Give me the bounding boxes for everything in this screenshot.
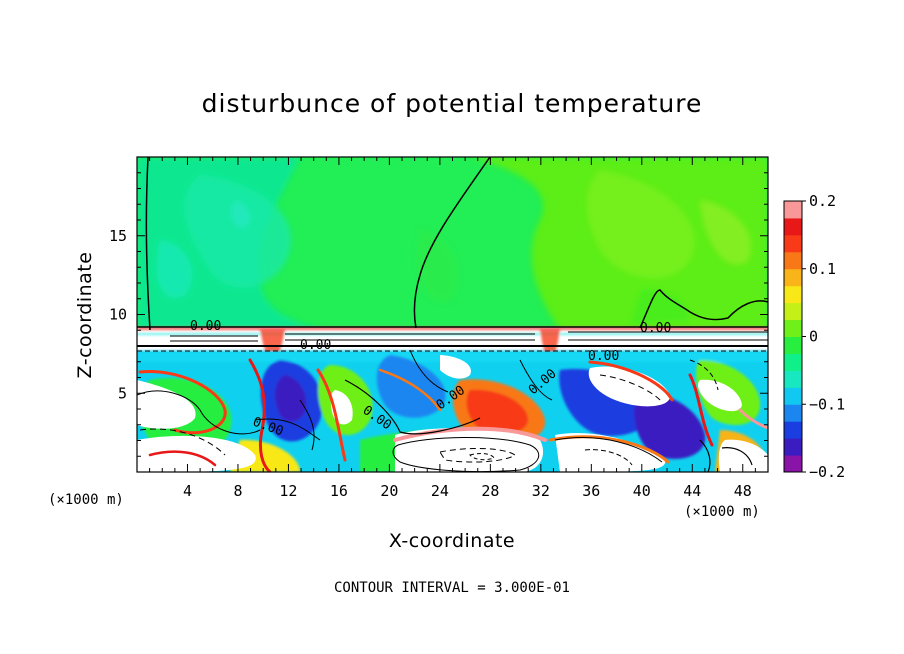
x-tick-label: 20	[380, 482, 398, 500]
colorbar-swatch	[784, 268, 802, 287]
colorbar-swatch	[784, 285, 802, 304]
y-axis-unit: (×1000 m)	[684, 504, 760, 520]
contour-lines	[137, 157, 768, 472]
x-tick-label: 36	[582, 482, 600, 500]
contour-interval-note: CONTOUR INTERVAL = 3.000E-01	[334, 580, 570, 596]
x-axis: 4 8 12 16 20 24 28 32 36 40 44 48	[149, 157, 756, 500]
colorbar-swatch	[784, 251, 802, 270]
x-tick-label: 44	[683, 482, 701, 500]
colorbar-swatch	[784, 455, 802, 473]
contour-label: 0.00	[588, 349, 619, 364]
colorbar-swatch	[784, 421, 802, 439]
x-tick-label: 12	[279, 482, 297, 500]
colorbar-swatch	[784, 302, 802, 321]
x-tick-label: 32	[532, 482, 550, 500]
colorbar-swatch	[784, 217, 802, 236]
colorbar	[784, 201, 802, 473]
upper-field-texture	[137, 157, 768, 330]
x-axis-label: X-coordinate	[389, 530, 515, 552]
plot-area	[137, 157, 768, 472]
x-tick-label: 24	[431, 482, 449, 500]
x-tick-label: 16	[330, 482, 348, 500]
x-tick-label: 28	[481, 482, 499, 500]
colorbar-swatch	[784, 234, 802, 253]
colorbar-swatch	[784, 438, 802, 456]
colorbar-swatch	[784, 336, 802, 354]
y-axis-label: Z-coordinate	[74, 252, 96, 379]
warm-filaments	[138, 358, 768, 472]
colorbar-tick-label: 0	[809, 328, 818, 346]
y-axis: 5 10 15	[109, 172, 768, 457]
colorbar-swatch	[784, 201, 802, 219]
x-axis-unit: (×1000 m)	[48, 492, 124, 508]
colorbar-swatch	[784, 387, 802, 405]
contour-label: 0.00	[190, 319, 221, 334]
colorbar-swatch	[784, 404, 802, 422]
colorbar-tick-label: −0.2	[809, 463, 845, 481]
y-tick-label: 10	[109, 306, 127, 324]
y-tick-label: 15	[109, 227, 127, 245]
x-tick-label: 4	[183, 482, 192, 500]
y-tick-label: 5	[118, 384, 127, 402]
colorbar-swatch	[784, 370, 802, 388]
x-tick-label: 8	[233, 482, 242, 500]
x-tick-label: 48	[734, 482, 752, 500]
colorbar-swatch	[784, 353, 802, 371]
contour-label: 0.00	[300, 338, 331, 353]
colorbar-tick-label: 0.2	[809, 192, 836, 210]
colorbar-swatch	[784, 319, 802, 337]
colorbar-tick-label: 0.1	[809, 260, 836, 278]
colorbar-ticks: 0.2 0.1 0 −0.1 −0.2	[802, 192, 845, 481]
chart-title: disturbunce of potential temperature	[202, 89, 703, 118]
x-tick-label: 40	[633, 482, 651, 500]
colorbar-tick-label: −0.1	[809, 395, 845, 413]
contour-label: 0.00	[640, 321, 671, 336]
